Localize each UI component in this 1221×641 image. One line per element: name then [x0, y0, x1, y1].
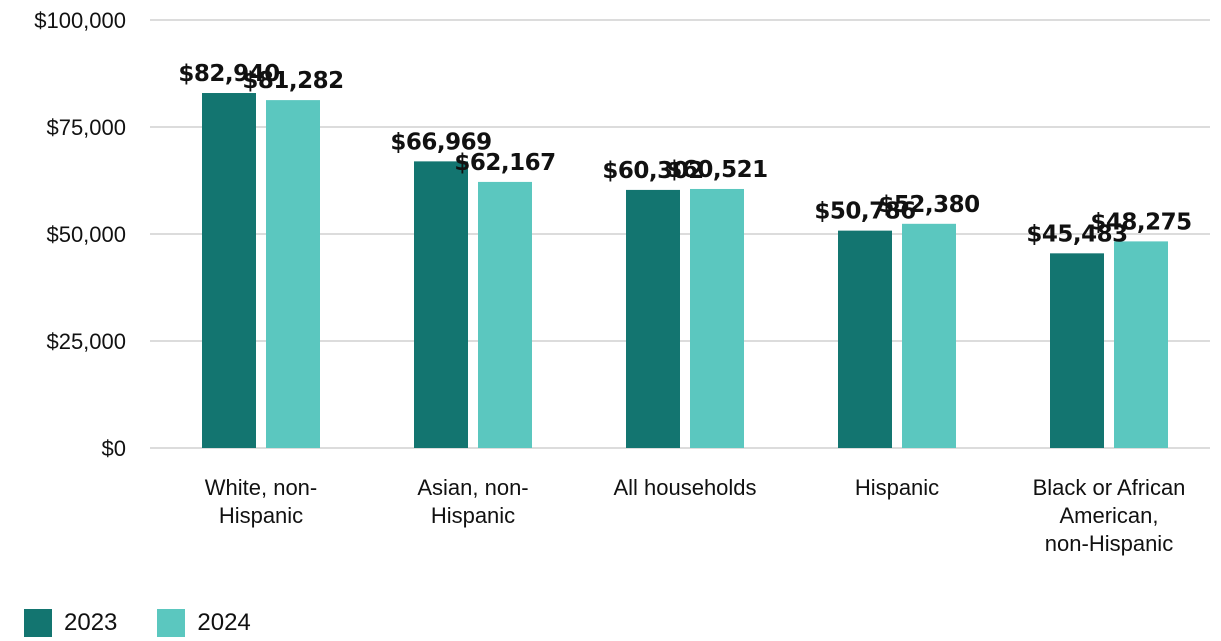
category-label-line: non-Hispanic: [1045, 531, 1173, 556]
category-label-line: Black or African: [1033, 475, 1186, 500]
category-labels: White, non- Hispanic Asian, non- Hispanic Al…: [205, 475, 1186, 556]
legend-label-2023: 2023: [64, 609, 118, 636]
category-label-line: Asian, non-: [417, 475, 528, 500]
data-label-2024: $48,275: [1090, 209, 1191, 235]
category-label: Black or African American, non-Hispanic: [1033, 475, 1186, 556]
category-label-line: Hispanic: [219, 503, 303, 528]
bar-2024: [1114, 241, 1168, 448]
legend-swatch-2023: [24, 609, 52, 637]
y-tick-label: $50,000: [46, 222, 126, 247]
bar-2023: [202, 93, 256, 449]
category-label-line: All households: [613, 475, 756, 500]
data-label-2023: $66,969: [390, 129, 491, 155]
category-label-line: White, non-: [205, 475, 318, 500]
bar-2023: [414, 161, 468, 448]
category-label-line: Hispanic: [855, 475, 939, 500]
data-label-2023: $45,483: [1026, 221, 1127, 247]
category-label: Hispanic: [855, 475, 939, 500]
data-label-2024: $81,282: [242, 68, 343, 94]
legend-label-2024: 2024: [197, 609, 251, 636]
data-label-2024: $62,167: [454, 150, 555, 176]
y-tick-label: $25,000: [46, 329, 126, 354]
category-label-line: American,: [1059, 503, 1158, 528]
bar-2023: [626, 189, 680, 448]
y-axis-tick-labels: $0 $25,000 $50,000 $75,000 $100,000: [34, 8, 126, 461]
data-label-2023: $50,786: [814, 199, 915, 225]
legend-item-2023: 2023: [24, 609, 117, 637]
data-label-2024: $60,521: [666, 157, 767, 183]
bar-2023: [838, 230, 892, 448]
category-label: Asian, non- Hispanic: [417, 475, 528, 528]
category-label: White, non- Hispanic: [205, 475, 318, 528]
data-label-2023: $60,302: [602, 158, 703, 184]
legend-swatch-2024: [157, 609, 186, 637]
bar-2024: [478, 181, 532, 449]
legend: 2023 2024: [24, 609, 291, 637]
data-labels: $82,940$81,282 $66,969$62,167 $60,302$60,5…: [178, 61, 1192, 247]
bar-2024: [690, 188, 744, 448]
bar-2023: [1050, 253, 1104, 448]
y-tick-label: $100,000: [34, 8, 126, 33]
category-label-line: Hispanic: [431, 503, 515, 528]
category-label: All households: [613, 475, 756, 500]
bars: [202, 93, 1168, 449]
data-label-2024: $52,380: [878, 192, 979, 218]
y-tick-label: $75,000: [46, 115, 126, 140]
bar-2024: [902, 223, 956, 448]
y-tick-label: $0: [102, 436, 126, 461]
data-label-2023: $82,940: [178, 61, 279, 87]
legend-item-2024: 2024: [157, 609, 251, 637]
bar-2024: [266, 100, 320, 448]
